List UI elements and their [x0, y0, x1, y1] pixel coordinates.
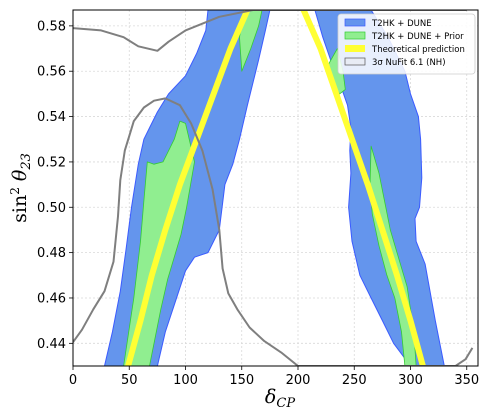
- x-tick-label: 100: [173, 373, 198, 388]
- x-tick-label: 150: [229, 373, 254, 388]
- legend-entry-prior: T2HK + DUNE + Prior: [344, 31, 464, 42]
- legend-entry-t2hk-dune: T2HK + DUNE: [344, 18, 432, 29]
- x-axis: 0 50 100 150 200 250 300 350: [69, 366, 479, 388]
- x-tick-label: 0: [69, 373, 77, 388]
- y-tick-label: 0.54: [37, 110, 66, 125]
- y-tick-label: 0.44: [37, 337, 66, 352]
- y-axis: 0.44 0.46 0.48 0.50 0.52 0.54 0.56 0.58: [37, 19, 73, 352]
- legend-entry-nufit: 3σ NuFit 6.1 (NH): [344, 57, 446, 68]
- x-tick-label: 200: [286, 373, 311, 388]
- x-tick-label: 300: [398, 373, 423, 388]
- nufit-contour-upper: [73, 10, 467, 52]
- plot-frame: [72, 9, 479, 367]
- legend-label-nufit: 3σ NuFit 6.1 (NH): [372, 58, 446, 68]
- legend-entry-theory: Theoretical prediction: [345, 45, 465, 55]
- legend-swatch-prior: [344, 31, 366, 40]
- x-tick-label: 350: [454, 373, 479, 388]
- theory-curve-right: [300, 10, 426, 366]
- y-tick-label: 0.56: [37, 65, 66, 80]
- y-tick-label: 0.48: [37, 246, 66, 261]
- legend-swatch-theory: [345, 45, 365, 52]
- y-axis-label: sin2 θ23: [8, 153, 34, 223]
- x-axis-label: δCP: [265, 386, 295, 411]
- legend: T2HK + DUNE T2HK + DUNE + Prior Theoreti…: [337, 13, 476, 75]
- legend-label-theory: Theoretical prediction: [371, 45, 465, 55]
- legend-swatch-nufit: [344, 57, 366, 66]
- prior-region-2: [239, 10, 263, 72]
- y-tick-label: 0.46: [37, 291, 66, 306]
- legend-box: [337, 13, 476, 75]
- nufit-contour-lower: [73, 97, 474, 366]
- legend-label-t2hk-dune: T2HK + DUNE: [371, 19, 432, 29]
- legend-swatch-t2hk-dune: [344, 18, 366, 27]
- y-tick-label: 0.52: [37, 155, 66, 170]
- y-tick-label: 0.50: [37, 201, 66, 216]
- legend-label-prior: T2HK + DUNE + Prior: [371, 32, 464, 42]
- x-tick-label: 50: [121, 373, 138, 388]
- y-tick-label: 0.58: [37, 19, 66, 34]
- theory-curve-left: [125, 10, 251, 366]
- x-tick-label: 250: [342, 373, 367, 388]
- plot-area: [73, 10, 474, 366]
